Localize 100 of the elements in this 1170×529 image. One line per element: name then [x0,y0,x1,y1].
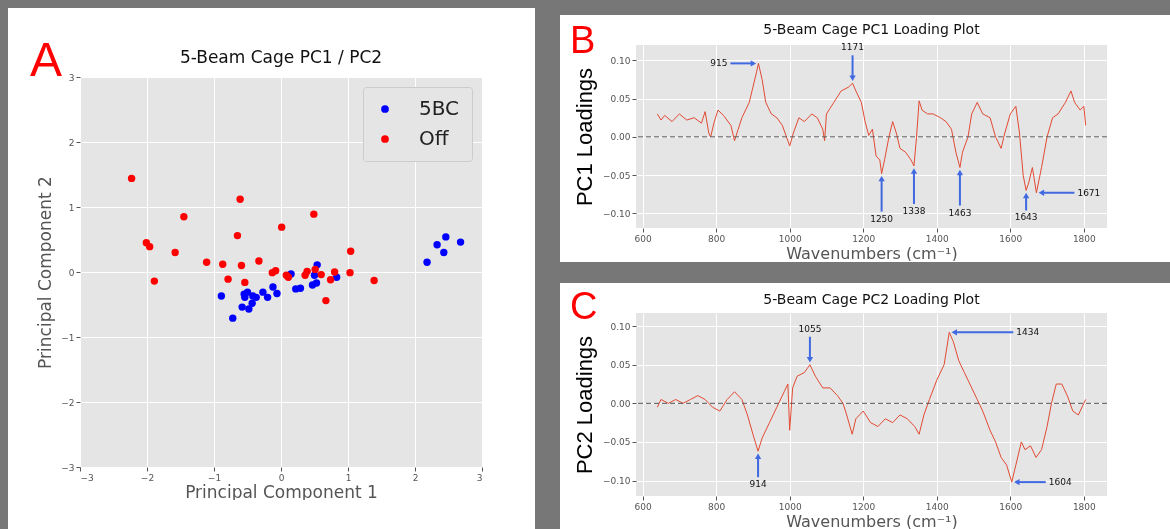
point [171,248,179,257]
y-tick-label: 0.10 [610,55,631,66]
point [224,275,232,283]
point [442,233,450,241]
point [237,261,246,270]
point [312,279,321,287]
annotation: 1671 [1077,187,1101,198]
x-tick-label: 1400 [925,233,949,244]
y-tick-label: −0.10 [602,208,631,219]
y-tick-label: −0.05 [602,437,631,448]
point [310,210,318,218]
annotation: 1055 [798,323,822,334]
point [180,213,188,221]
legend-label: 5BC [419,96,460,120]
y-tick-label: −2 [61,397,75,408]
point [217,292,226,300]
y-tick-label: 3 [68,72,75,83]
point [238,303,246,311]
text: A [30,33,63,86]
point [433,241,441,249]
x-tick-label: 1800 [1072,501,1097,512]
annotation: 914 [749,479,767,490]
x-tick-label: −3 [80,472,94,483]
x-tick-label: 1400 [925,501,949,512]
x-tick-label: 800 [708,501,726,512]
point [326,276,335,284]
legend-label: Off [419,126,450,150]
point [456,238,465,246]
y-tick-label: 0.10 [610,321,631,332]
point [346,268,354,277]
x-tick-label: 600 [634,501,652,512]
point [423,258,431,266]
y-tick-label: 0.05 [610,94,631,105]
point [273,289,281,298]
y-axis-title: Principal Component 2 [35,176,56,369]
point [440,248,448,257]
annotation: 1434 [1016,327,1040,338]
y-tick-label: −1 [61,332,75,343]
point [243,288,252,296]
point [219,260,227,268]
annotation: 1463 [948,207,972,218]
text: C [570,285,598,327]
x-tick-label: 3 [476,472,483,483]
point [346,247,355,255]
x-tick-label: −2 [140,472,155,483]
point [127,174,136,183]
point [241,278,249,287]
chart-title: 5-Beam Cage PC1 / PC2 [179,47,383,67]
point [269,283,277,291]
x-tick-label: 1000 [778,501,802,512]
y-axis-title: PC2 Loadings [571,335,597,475]
x-axis-title: Wavenumbers (cm⁻¹) [786,243,958,263]
y-tick-label: −0.10 [602,476,631,487]
y-tick-label: 2 [68,137,75,148]
x-tick-label: 1200 [852,501,876,512]
annotation: 1643 [1014,212,1038,223]
y-tick-label: −0.05 [602,170,631,181]
point [236,195,244,203]
x-tick-label: 1000 [778,233,802,244]
x-tick-label: 1600 [999,233,1023,244]
point [263,293,272,302]
point [245,305,253,313]
point [145,242,154,251]
x-tick-label: 600 [634,233,652,244]
x-tick-label: 1200 [852,233,876,244]
x-tick-label: −1 [207,472,222,483]
point [317,270,325,279]
annotation: 915 [710,58,728,69]
annotation: 1250 [870,213,894,224]
y-tick-label: 1 [68,202,75,213]
point [296,284,305,292]
x-tick-label: 1 [345,472,352,483]
y-tick-label: 0 [68,267,75,278]
chart-title: 5-Beam Cage PC1 Loading Plot [763,21,981,38]
point [202,258,211,266]
point [303,267,311,276]
y-tick-label: 0.00 [610,132,631,143]
text: B [570,19,596,61]
x-tick-label: 1600 [999,501,1023,512]
point [271,267,280,275]
point [277,223,286,231]
annotation: 1604 [1048,477,1072,488]
y-axis-title: PC1 Loadings [571,67,597,207]
y-tick-label: 0.05 [610,360,631,371]
x-axis-title: Wavenumbers (cm⁻¹) [786,511,958,529]
x-tick-label: 1800 [1072,233,1097,244]
x-tick-label: 800 [708,233,726,244]
point [330,268,339,276]
point [259,288,267,296]
annotation: 1338 [902,205,926,216]
chart-title: 5-Beam Cage PC2 Loading Plot [763,291,981,307]
point [233,231,242,240]
point [255,257,263,265]
point [229,314,237,322]
y-tick-label: 0.00 [610,398,631,409]
y-tick-label: −3 [61,462,75,473]
x-tick-label: 0 [278,472,285,483]
annotation: 1171 [841,42,865,53]
point [322,296,330,305]
x-tick-label: 2 [412,472,419,483]
